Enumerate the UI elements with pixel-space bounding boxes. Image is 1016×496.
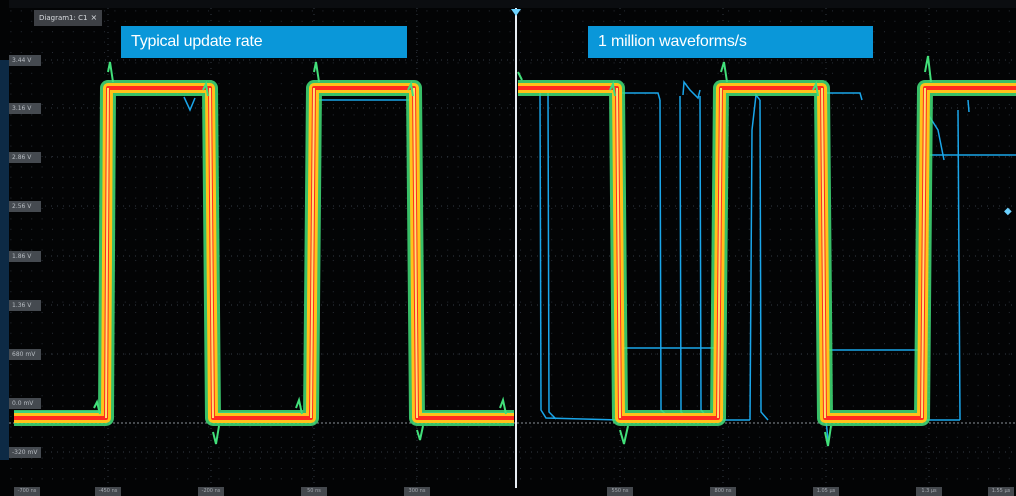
- diagram-tab-label: Diagram1: C1: [39, 14, 88, 22]
- banner-million-waveforms: 1 million waveforms/s: [588, 26, 873, 58]
- close-icon[interactable]: ×: [90, 13, 98, 22]
- trigger-position-marker-icon[interactable]: [511, 9, 521, 16]
- trigger-level-marker-icon[interactable]: ◆: [1004, 206, 1012, 217]
- y-axis-label: 3.16 V: [9, 103, 41, 114]
- top-bar: [9, 0, 1016, 8]
- y-axis-label: 0.0 mV: [9, 398, 41, 409]
- x-axis-label: -700 ns: [14, 487, 40, 496]
- x-axis-label: 1.05 µs: [813, 487, 839, 496]
- ringing-overshoots: [93, 55, 932, 447]
- y-axis-label: 2.86 V: [9, 152, 41, 163]
- x-axis-label: 550 ns: [607, 487, 633, 496]
- x-axis-label: 1.3 µs: [916, 487, 942, 496]
- left-panel-edge: [0, 60, 9, 460]
- banner-typical-update-rate: Typical update rate: [121, 26, 407, 58]
- x-axis-label: -450 ns: [95, 487, 121, 496]
- y-axis-label: 680 mV: [9, 349, 41, 360]
- y-axis-label: 3.44 V: [9, 55, 41, 66]
- x-axis-label: 300 ns: [404, 487, 430, 496]
- y-axis-label: -320 mV: [9, 447, 41, 458]
- x-axis-label: -200 ns: [198, 487, 224, 496]
- y-axis-label: 1.36 V: [9, 300, 41, 311]
- x-axis-label: 50 ns: [301, 487, 327, 496]
- persistence-waveform: [14, 80, 1016, 426]
- x-axis-label: 1.55 µs: [988, 487, 1014, 496]
- y-axis-label: 1.86 V: [9, 251, 41, 262]
- diagram-tab[interactable]: Diagram1: C1 ×: [34, 10, 102, 26]
- x-axis-label: 800 ns: [710, 487, 736, 496]
- y-axis-label: 2.56 V: [9, 201, 41, 212]
